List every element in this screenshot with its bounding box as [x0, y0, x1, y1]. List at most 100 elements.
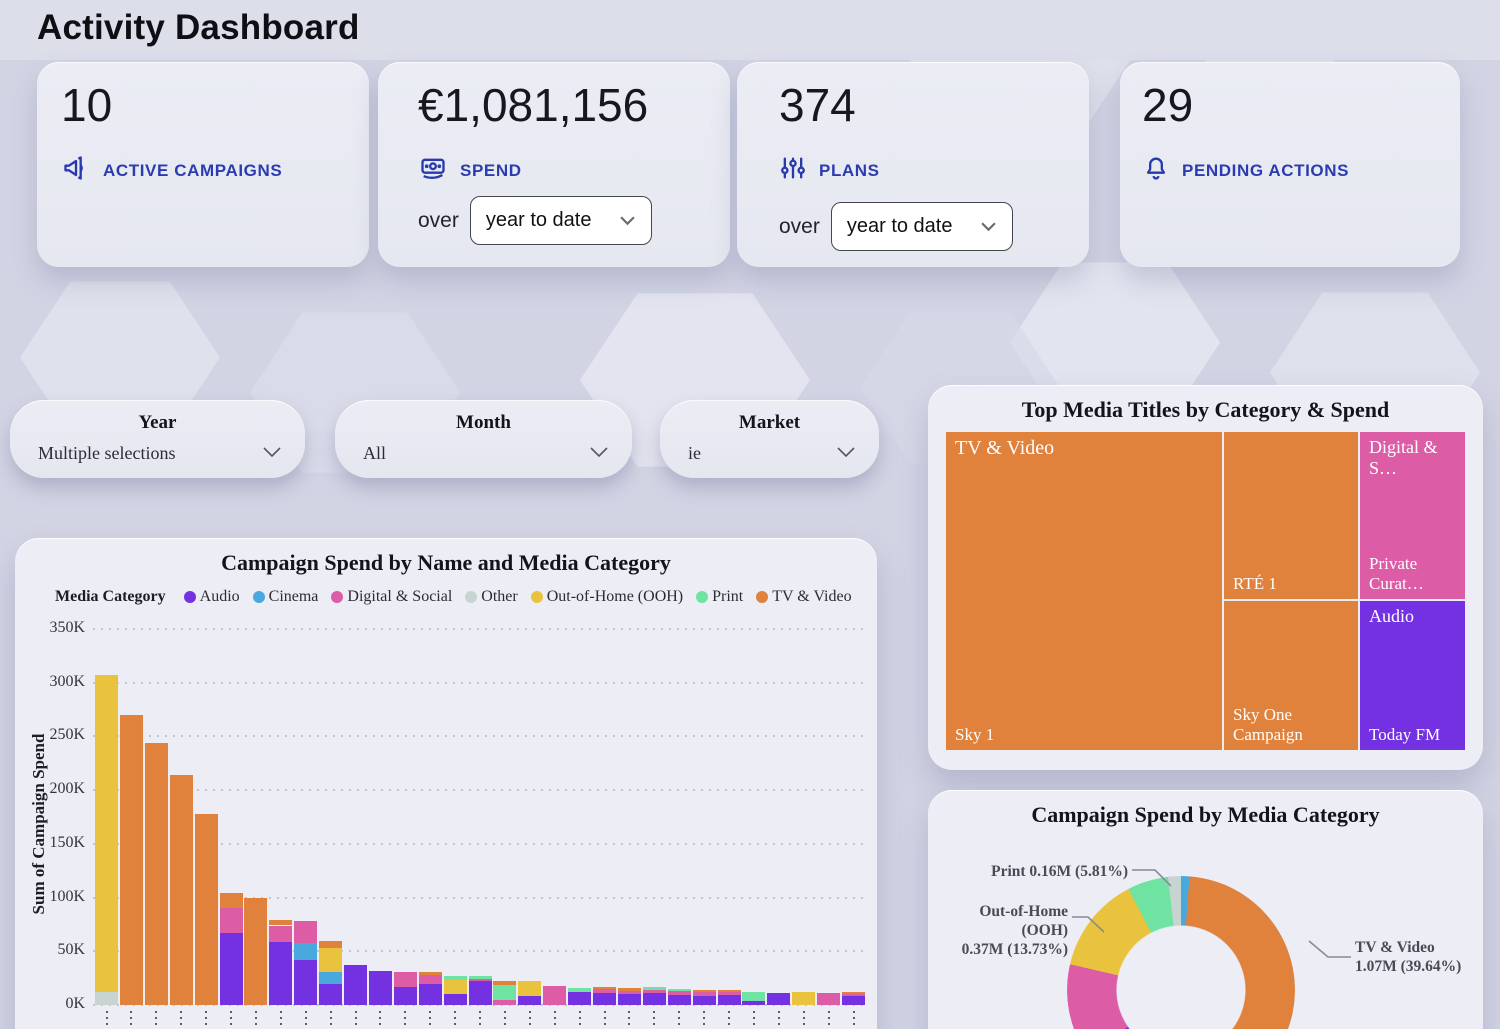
- bar-segment[interactable]: [95, 992, 118, 1005]
- bar-segment[interactable]: [568, 992, 592, 1005]
- bar-segment[interactable]: [717, 992, 741, 996]
- bar-segment[interactable]: [244, 897, 268, 1005]
- x-axis-tick: [329, 1011, 332, 1027]
- legend-item[interactable]: TV & Video: [756, 588, 852, 606]
- bar-segment[interactable]: [319, 971, 343, 984]
- bar-segment[interactable]: [393, 986, 417, 1005]
- bar-segment[interactable]: [468, 979, 492, 982]
- x-axis-tick: [578, 1011, 581, 1027]
- year-filter-dropdown[interactable]: Multiple selections: [38, 443, 281, 464]
- bar-segment[interactable]: [667, 991, 691, 996]
- bar-segment[interactable]: [742, 992, 766, 1001]
- bar-segment[interactable]: [617, 991, 641, 995]
- kpi-label: SPEND: [460, 160, 522, 180]
- bar-segment[interactable]: [219, 908, 243, 934]
- donut-callout-ooh: Out-of-Home (OOH) 0.37M (13.73%): [942, 902, 1068, 959]
- treemap-tile-private-curation[interactable]: Digital & S… Private Curat…: [1360, 432, 1465, 599]
- bar-segment[interactable]: [319, 983, 343, 1005]
- legend-item[interactable]: Out-of-Home (OOH): [530, 588, 683, 606]
- legend-item[interactable]: Audio: [183, 588, 240, 606]
- bar-segment[interactable]: [443, 980, 467, 995]
- treemap-tile-rte1[interactable]: RTÉ 1: [1224, 432, 1358, 599]
- legend-item[interactable]: Digital & Social: [331, 588, 452, 606]
- bar-segment[interactable]: [344, 965, 367, 1005]
- bar-segment[interactable]: [617, 994, 641, 1005]
- bar-segment[interactable]: [443, 994, 467, 1005]
- bar-segment[interactable]: [692, 989, 716, 993]
- bar-segment[interactable]: [194, 813, 218, 1005]
- x-axis-tick: [304, 1011, 307, 1027]
- bar-segment[interactable]: [842, 993, 865, 997]
- market-filter-dropdown[interactable]: ie: [688, 443, 855, 464]
- bar-segment[interactable]: [742, 1000, 766, 1005]
- bar-segment[interactable]: [842, 996, 865, 1005]
- bar-segment[interactable]: [642, 986, 666, 990]
- treemap-tile-sky-one-campaign[interactable]: Sky One Campaign: [1224, 601, 1358, 750]
- bar-segment[interactable]: [269, 920, 293, 926]
- bar-segment[interactable]: [418, 974, 442, 984]
- bar-segment[interactable]: [319, 940, 343, 949]
- bar-segment[interactable]: [518, 981, 542, 997]
- donut-chart[interactable]: [1067, 876, 1295, 1029]
- bar-segment[interactable]: [393, 971, 417, 987]
- legend-item[interactable]: Print: [696, 588, 743, 606]
- bar-segment[interactable]: [593, 993, 616, 1005]
- bar-segment[interactable]: [368, 970, 392, 1005]
- bar-segment[interactable]: [568, 987, 592, 993]
- bar-segment[interactable]: [493, 984, 517, 1000]
- bar-segment[interactable]: [543, 985, 567, 1005]
- bar-segment[interactable]: [219, 893, 243, 909]
- bar-segment[interactable]: [642, 993, 666, 1005]
- x-axis-tick: [777, 1011, 780, 1027]
- month-filter-dropdown[interactable]: All: [363, 443, 608, 464]
- bar-segment[interactable]: [418, 971, 442, 975]
- bar-segment[interactable]: [294, 959, 318, 1005]
- bar-segment[interactable]: [593, 988, 616, 994]
- bar-segment[interactable]: [319, 948, 343, 972]
- legend-item[interactable]: Other: [465, 588, 518, 606]
- plans-period-select[interactable]: year to date: [830, 202, 1013, 251]
- treemap-leaf-label: Sky One Campaign: [1233, 705, 1303, 744]
- bar-segment[interactable]: [468, 975, 492, 980]
- gridline: [93, 842, 865, 845]
- bar-segment[interactable]: [767, 993, 791, 1005]
- bar-segment[interactable]: [468, 981, 492, 1005]
- bar-segment[interactable]: [518, 996, 542, 1005]
- bar-segment[interactable]: [443, 975, 467, 981]
- bar-segment[interactable]: [593, 986, 616, 989]
- x-axis-tick: [155, 1011, 158, 1027]
- bar-segment[interactable]: [692, 996, 716, 1005]
- bar-segment[interactable]: [792, 992, 816, 1005]
- bar-segment[interactable]: [493, 999, 517, 1005]
- bar-segment[interactable]: [294, 921, 318, 943]
- bar-segment[interactable]: [169, 775, 193, 1005]
- bar-segment[interactable]: [144, 742, 168, 1005]
- gridline: [93, 950, 865, 953]
- bar-segment[interactable]: [692, 992, 716, 997]
- bar-segment[interactable]: [642, 989, 666, 994]
- legend-swatch: [331, 591, 344, 603]
- bar-segment[interactable]: [269, 925, 293, 942]
- bar-segment[interactable]: [817, 993, 841, 1005]
- treemap-tile-today-fm[interactable]: Audio Today FM: [1360, 601, 1465, 750]
- treemap-tile-sky1[interactable]: TV & Video Sky 1: [946, 432, 1222, 750]
- bar-segment[interactable]: [667, 995, 691, 1005]
- bar-segment[interactable]: [493, 981, 517, 985]
- bar-segment[interactable]: [667, 988, 691, 992]
- bar-segment[interactable]: [119, 714, 143, 1005]
- bar-segment[interactable]: [219, 933, 243, 1005]
- bar-segment[interactable]: [95, 675, 118, 993]
- treemap-leaf-label: Today FM: [1369, 725, 1441, 744]
- bar-segment[interactable]: [269, 941, 293, 1005]
- kpi-label: ACTIVE CAMPAIGNS: [103, 160, 283, 180]
- bar-segment[interactable]: [294, 942, 318, 960]
- bar-segment[interactable]: [418, 983, 442, 1005]
- bar-segment[interactable]: [842, 992, 865, 994]
- bar-segment[interactable]: [717, 989, 741, 993]
- bar-segment[interactable]: [717, 995, 741, 1005]
- legend-item[interactable]: Cinema: [252, 588, 318, 606]
- spend-period-select[interactable]: year to date: [469, 196, 652, 245]
- kpi-label: PLANS: [819, 160, 880, 180]
- bar-segment[interactable]: [617, 987, 641, 992]
- x-axis-tick: [230, 1011, 232, 1027]
